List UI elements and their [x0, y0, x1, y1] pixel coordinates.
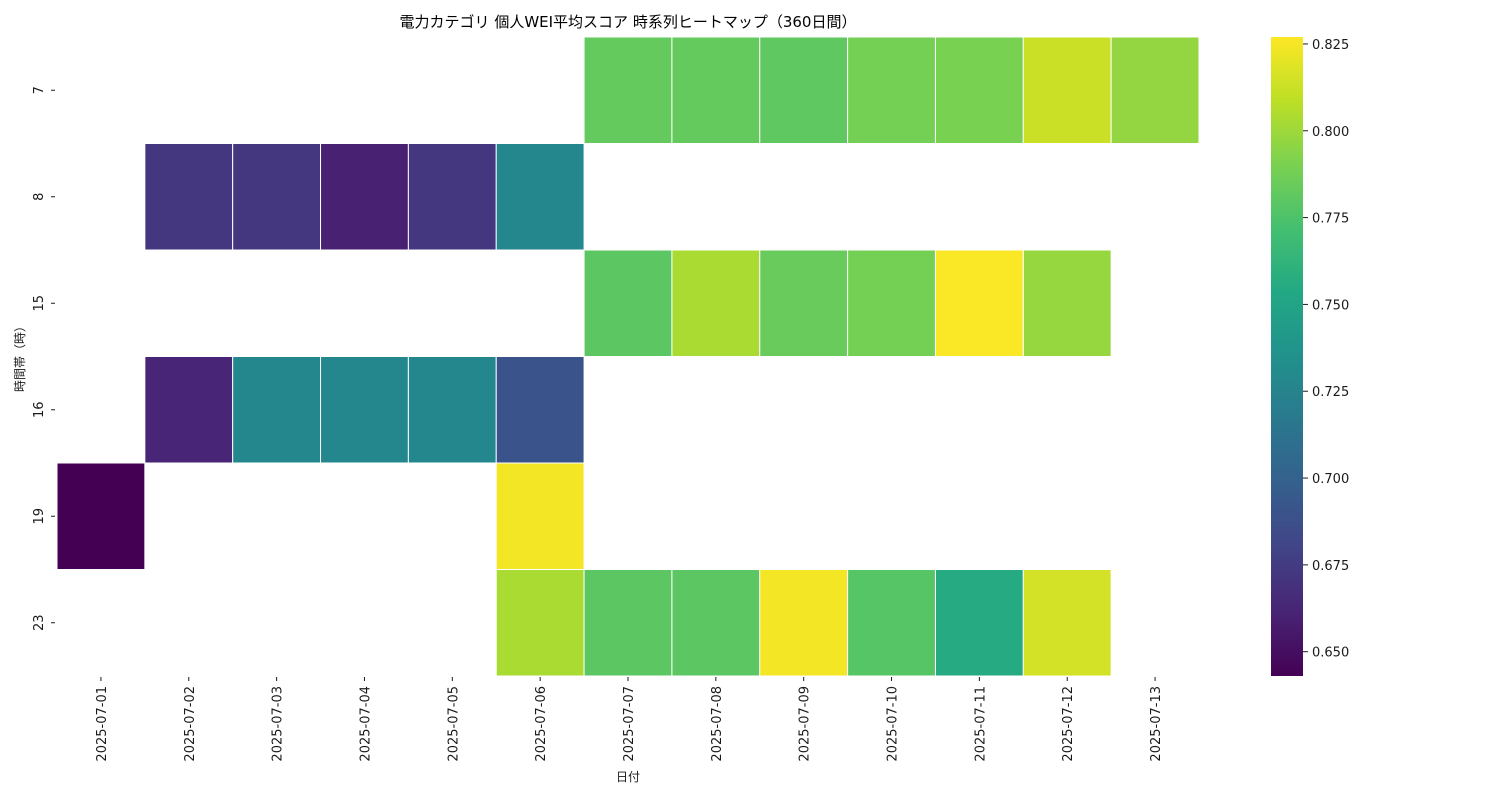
colorbar-tick-label: 0.725: [1312, 385, 1349, 400]
heatmap-cell: [144, 143, 234, 251]
x-tick-label: 2025-07-08: [710, 686, 725, 762]
heatmap-cell: [759, 249, 849, 357]
heatmap-cell: [495, 462, 585, 570]
chart-title: 電力カテゴリ 個人WEI平均スコア 時系列ヒートマップ（360日間）: [400, 13, 857, 31]
y-tick-label: 16: [32, 401, 47, 418]
heatmap-cell: [934, 249, 1024, 357]
heatmap-cell: [847, 569, 936, 677]
heatmap-cell: [671, 569, 761, 677]
y-tick-label: 15: [32, 295, 47, 312]
x-tick-label: 2025-07-07: [622, 686, 637, 762]
heatmap-cell: [1022, 569, 1112, 677]
x-tick-label: 2025-07-11: [973, 686, 988, 762]
heatmap-cell: [759, 36, 849, 144]
heatmap-cell: [1110, 36, 1200, 144]
heatmap-cell: [1022, 249, 1112, 357]
heatmap-cell: [320, 356, 409, 464]
y-tick-label: 23: [32, 614, 47, 631]
x-tick-label: 2025-07-01: [95, 686, 110, 762]
colorbar-tick-label: 0.775: [1312, 212, 1349, 227]
heatmap-cell: [583, 249, 673, 357]
heatmap-cell: [56, 462, 146, 570]
heatmap-cell: [671, 249, 761, 357]
heatmap-cell: [407, 143, 497, 251]
x-tick-label: 2025-07-03: [271, 686, 286, 762]
x-tick-label: 2025-07-06: [534, 686, 549, 762]
heatmap-cell: [144, 356, 234, 464]
heatmap-cell: [232, 143, 322, 251]
colorbar: [1271, 37, 1303, 676]
colorbar-tick-label: 0.700: [1312, 472, 1349, 487]
heatmap-cell: [583, 36, 673, 144]
colorbar-tick-label: 0.800: [1312, 125, 1349, 140]
x-tick-label: 2025-07-10: [886, 686, 901, 762]
x-tick-label: 2025-07-04: [358, 686, 373, 762]
y-axis-label: 時間帯（時）: [13, 320, 27, 392]
heatmap-cell: [495, 356, 585, 464]
x-axis-label: 日付: [616, 770, 640, 784]
heatmap-cell: [407, 356, 497, 464]
heatmap-cells: [56, 36, 1200, 677]
heatmap-cell: [671, 36, 761, 144]
colorbar-tick-label: 0.675: [1312, 559, 1349, 574]
heatmap-cell: [934, 36, 1024, 144]
colorbar-tick-label: 0.650: [1312, 646, 1349, 661]
x-tick-label: 2025-07-05: [446, 686, 461, 762]
x-tick-label: 2025-07-09: [798, 686, 813, 762]
y-axis: 7 8 15 16 19 23: [32, 86, 55, 631]
y-tick-label: 8: [32, 193, 47, 201]
heatmap-cell: [1022, 36, 1112, 144]
heatmap-cell: [847, 249, 936, 357]
colorbar-tick-label: 0.750: [1312, 298, 1349, 313]
colorbar-ticks: 0.650 0.675 0.700 0.725 0.750 0.775 0.800 0.825: [1303, 38, 1349, 661]
heatmap-cell: [495, 569, 585, 677]
heatmap-cell: [583, 569, 673, 677]
x-tick-label: 2025-07-12: [1061, 686, 1076, 762]
heatmap-cell: [847, 36, 936, 144]
colorbar-tick-label: 0.825: [1312, 38, 1349, 53]
heatmap-cell: [320, 143, 409, 251]
x-tick-label: 2025-07-13: [1149, 686, 1164, 762]
x-tick-label: 2025-07-02: [183, 686, 198, 762]
heatmap-cell: [759, 569, 849, 677]
heatmap-cell: [232, 356, 322, 464]
heatmap-cell: [934, 569, 1024, 677]
heatmap-cell: [495, 143, 585, 251]
x-axis: 2025-07-01 2025-07-02 2025-07-03 2025-07-04…: [95, 677, 1164, 762]
y-tick-label: 19: [32, 508, 47, 525]
y-tick-label: 7: [32, 86, 47, 94]
